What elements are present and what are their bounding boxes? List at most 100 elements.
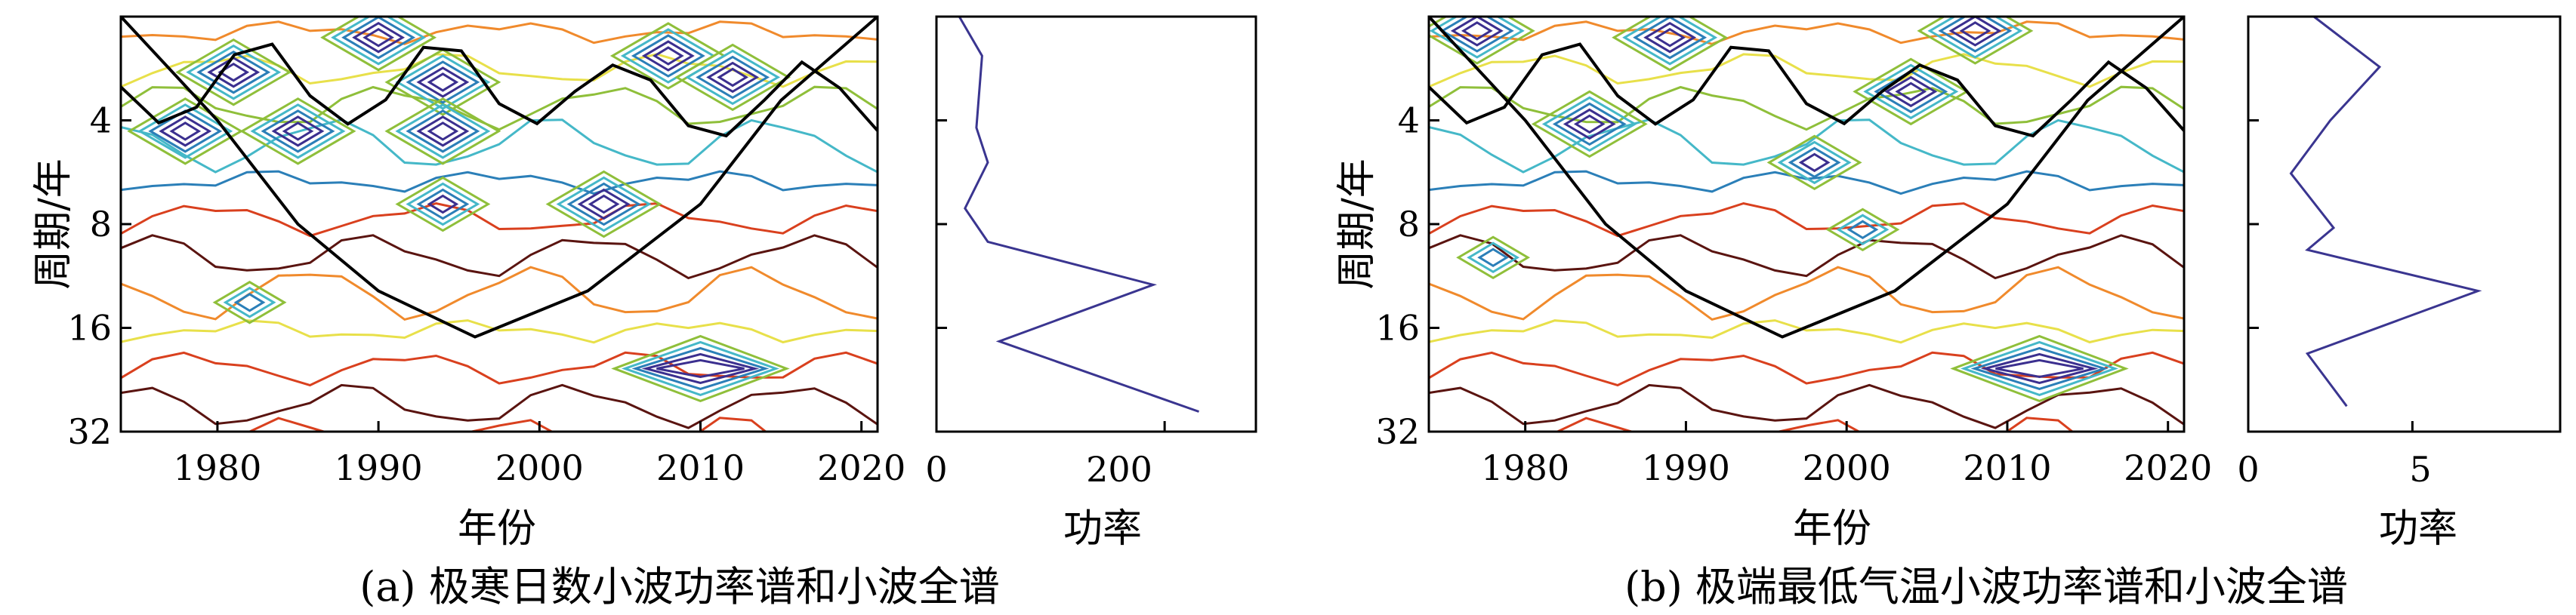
- contour-line-a: [121, 201, 878, 238]
- contour-ring-b: [1467, 241, 1520, 274]
- y-tick-label-b: 32: [1375, 411, 1420, 452]
- contour-ring-a: [395, 176, 491, 232]
- y-tick-label-b: 16: [1375, 308, 1420, 349]
- contour-ring-b: [1950, 334, 2129, 403]
- contour-ring-b: [1633, 17, 1708, 60]
- global-x-tick-0-b: 0: [2237, 449, 2259, 490]
- x-axis-label-b: 年份: [1793, 506, 1871, 552]
- contour-line-a: [121, 20, 878, 45]
- contour-ring-b: [1766, 134, 1862, 191]
- contour-ring-b: [1531, 90, 1648, 158]
- x-tick-label-a: 1980: [173, 447, 261, 488]
- contour-ring-b: [1825, 208, 1900, 252]
- contour-ring-b: [1927, 17, 2023, 59]
- contour-ring-a: [656, 358, 745, 378]
- y-tick-label-b: 8: [1398, 204, 1420, 244]
- contour-ring-b: [1884, 75, 1938, 108]
- contour-line-b: [1429, 53, 2185, 88]
- x-tick-label-b: 2020: [2124, 447, 2212, 488]
- contour-ring-b: [1612, 17, 1729, 72]
- contour-line-b: [1429, 170, 2185, 195]
- x-tick-label-b: 1990: [1642, 447, 1730, 488]
- contour-ring-a: [621, 340, 780, 397]
- caption-b: (b) 极端最低气温小波功率谱和小波全谱: [1624, 563, 2348, 610]
- x-tick-label-b: 2010: [1963, 447, 2051, 488]
- global-x-axis-label-b: 功率: [2379, 506, 2457, 552]
- contour-ring-b: [1970, 346, 2109, 391]
- contour-ring-a: [641, 40, 695, 72]
- contour-ring-b: [1563, 108, 1616, 140]
- contour-ring-a: [186, 44, 282, 100]
- contour-ring-a: [588, 194, 620, 214]
- contour-ring-a: [212, 281, 287, 324]
- global-x-tick-1-a: 200: [1086, 449, 1152, 490]
- contour-ring-b: [1456, 235, 1531, 280]
- contour-ring-a: [416, 115, 470, 147]
- contour-line-b: [1429, 201, 2185, 238]
- y-tick-label-b: 4: [1398, 100, 1420, 141]
- contour-area-a: [121, 17, 879, 432]
- x-tick-label-b: 1980: [1481, 447, 1569, 488]
- global-x-tick-0-a: 0: [925, 449, 947, 490]
- contour-area-b: [1429, 17, 2186, 432]
- contour-ring-a: [352, 21, 406, 54]
- contour-ring-b: [1846, 220, 1879, 240]
- contour-ring-a: [223, 287, 276, 318]
- global-spectrum-line-b: [2289, 15, 2482, 407]
- contour-ring-b: [1995, 358, 2084, 378]
- contour-ring-a: [341, 17, 416, 60]
- global-frame-b: [2247, 15, 2562, 433]
- contour-ring-a: [706, 61, 760, 94]
- contour-ring-a: [416, 188, 470, 220]
- contour-ring-a: [631, 34, 705, 78]
- contour-ring-a: [427, 194, 459, 214]
- contour-line-b: [1429, 383, 2185, 429]
- wavelet-power-spectrum-a: 1980 1990 2000 2010 2020 4 8 16 32: [67, 15, 905, 488]
- contour-ring-a: [196, 50, 271, 94]
- x-tick-label-a: 1990: [335, 447, 423, 488]
- contour-line-b: [1554, 417, 2075, 432]
- contour-ring-a: [674, 43, 791, 112]
- cone-of-influence-a: [121, 17, 879, 339]
- contour-ring-a: [169, 121, 202, 141]
- contour-line-b: [1429, 319, 2185, 344]
- contour-ring-a: [271, 115, 325, 147]
- contour-ring-b: [1643, 21, 1697, 54]
- contour-ring-a: [406, 182, 480, 226]
- cone-of-influence-b: [1429, 17, 2186, 339]
- contour-ring-b: [1541, 96, 1637, 152]
- contour-ring-a: [159, 115, 212, 147]
- contour-ring-a: [685, 49, 781, 106]
- contour-ring-b: [1552, 102, 1627, 146]
- contour-line-a: [121, 170, 878, 195]
- contour-line-a: [121, 53, 878, 88]
- contour-ring-a: [611, 334, 790, 403]
- plot-frame-b: [1427, 15, 2186, 433]
- contour-ring-a: [427, 72, 459, 92]
- contour-ring-a: [207, 56, 261, 88]
- contour-ring-b: [1980, 352, 2099, 384]
- contour-ring-b: [1863, 63, 1959, 120]
- contour-ring-a: [406, 109, 480, 153]
- contour-ring-a: [652, 46, 684, 66]
- x-tick-label-a: 2000: [495, 447, 584, 488]
- contour-line-b: [1429, 266, 2185, 321]
- y-tick-label-a: 4: [90, 100, 112, 141]
- contour-ring-a: [545, 170, 662, 238]
- global-x-tick-1-b: 5: [2409, 449, 2431, 490]
- global-x-axis-label-a: 功率: [1063, 506, 1142, 552]
- contour-ring-a: [250, 103, 346, 159]
- contour-ring-b: [1622, 17, 1718, 66]
- global-wavelet-spectrum-a: [935, 15, 1257, 433]
- x-tick-label-b: 2000: [1803, 447, 1891, 488]
- contour-ring-a: [362, 27, 394, 48]
- contour-ring-a: [331, 17, 427, 66]
- contour-line-a: [121, 383, 878, 429]
- contour-line-a: [121, 234, 878, 280]
- contour-ring-a: [717, 67, 749, 88]
- contour-ring-b: [1429, 17, 1535, 65]
- contour-ring-a: [395, 103, 491, 159]
- contour-ring-b: [1959, 21, 1991, 41]
